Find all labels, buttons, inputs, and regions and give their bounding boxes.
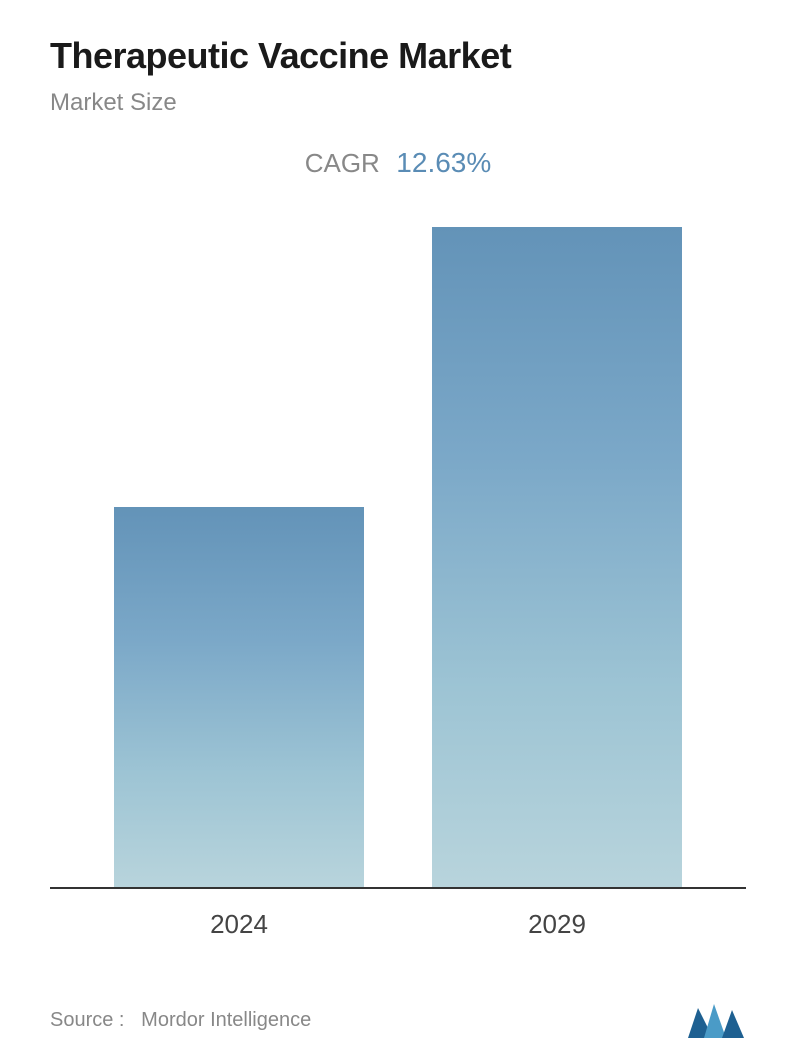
bar-2029 — [432, 227, 682, 887]
bar-2024 — [114, 507, 364, 887]
source-prefix: Source : — [50, 1009, 124, 1031]
source-text: Source : Mordor Intelligence — [50, 1009, 311, 1032]
cagr-label: CAGR — [305, 148, 380, 178]
chart-area — [50, 229, 746, 889]
bar-wrapper-1 — [432, 227, 682, 887]
cagr-container: CAGR 12.63% — [50, 147, 746, 179]
category-label-1: 2029 — [432, 909, 682, 940]
category-labels: 2024 2029 — [50, 909, 746, 940]
cagr-value: 12.63% — [396, 147, 491, 178]
chart-title: Therapeutic Vaccine Market — [50, 35, 746, 77]
category-label-0: 2024 — [114, 909, 364, 940]
source-name: Mordor Intelligence — [141, 1009, 311, 1031]
footer: Source : Mordor Intelligence — [50, 990, 746, 1040]
chart-subtitle: Market Size — [50, 89, 746, 117]
mordor-logo-icon — [686, 1000, 746, 1040]
bar-wrapper-0 — [114, 507, 364, 887]
